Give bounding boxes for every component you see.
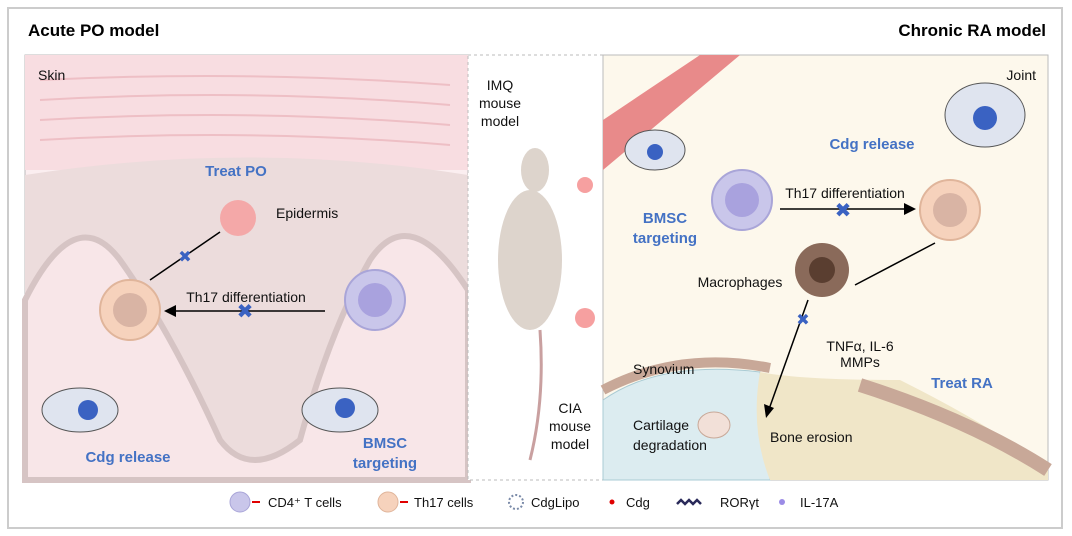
th17-differentiation-label: Th17 differentiation bbox=[186, 289, 306, 305]
cia-label-3: model bbox=[551, 436, 589, 452]
skin-panel: ✖ ✖ bbox=[22, 54, 471, 483]
red-dot-icon bbox=[609, 499, 615, 505]
bmsc-targeting-label: BMSC bbox=[643, 210, 687, 227]
mouse-icon bbox=[498, 190, 562, 330]
block-icon: ✖ bbox=[835, 200, 852, 222]
legend-label: Cdg bbox=[626, 495, 650, 510]
cia-label-2: mouse bbox=[549, 418, 591, 434]
bmsc-targeting-label-2: targeting bbox=[353, 455, 417, 472]
treat-ra-label: Treat RA bbox=[931, 375, 993, 392]
imq-label-3: model bbox=[481, 113, 519, 129]
mouse-panel bbox=[467, 54, 604, 481]
cytokines-label: TNFα, IL-6 bbox=[826, 338, 893, 354]
skin-label: Skin bbox=[38, 67, 65, 83]
legend-label: IL-17A bbox=[800, 495, 839, 510]
right-title: Chronic RA model bbox=[898, 21, 1046, 40]
legend-label: Th17 cells bbox=[414, 495, 474, 510]
th17-differentiation-label: Th17 differentiation bbox=[785, 185, 905, 201]
synovium-label: Synovium bbox=[633, 361, 694, 377]
bmsc-targeting-label: BMSC bbox=[363, 435, 407, 452]
imq-label: IMQ bbox=[487, 77, 514, 93]
macrophages-label: Macrophages bbox=[698, 274, 783, 290]
joint-panel: ✖ ✖ bbox=[600, 54, 1052, 481]
block-icon: ✖ bbox=[796, 312, 809, 329]
block-icon: ✖ bbox=[237, 301, 254, 323]
treat-po-label: Treat PO bbox=[205, 163, 267, 180]
rorgt-icon bbox=[676, 498, 702, 506]
legend-label: RORγt bbox=[720, 495, 759, 510]
cdg-release-label: Cdg release bbox=[829, 136, 914, 153]
cdg-release-label: Cdg release bbox=[85, 449, 170, 466]
legend-label: CdgLipo bbox=[531, 495, 579, 510]
joint-label: Joint bbox=[1006, 67, 1036, 83]
cartilage-label: Cartilage bbox=[633, 417, 689, 433]
epidermis-label: Epidermis bbox=[276, 205, 338, 221]
bone-erosion-label: Bone erosion bbox=[770, 429, 853, 445]
inflamed-cell bbox=[220, 200, 256, 236]
cd4-t-cell-icon bbox=[229, 491, 251, 513]
cia-label: CIA bbox=[558, 400, 582, 416]
imq-label-2: mouse bbox=[479, 95, 521, 111]
cytokines-label-2: MMPs bbox=[840, 354, 880, 370]
legend: CD4⁺ T cells Th17 cells CdgLipo Cdg RORγ… bbox=[229, 491, 839, 513]
chondrocyte bbox=[697, 411, 731, 439]
bmsc-targeting-label-2: targeting bbox=[633, 230, 697, 247]
left-title: Acute PO model bbox=[28, 21, 159, 40]
liposome-icon bbox=[508, 494, 524, 510]
cartilage-label-2: degradation bbox=[633, 437, 707, 453]
purple-dot-icon bbox=[779, 499, 785, 505]
th17-cell-icon bbox=[377, 491, 399, 513]
legend-label: CD4⁺ T cells bbox=[268, 495, 342, 510]
block-icon: ✖ bbox=[178, 249, 191, 266]
